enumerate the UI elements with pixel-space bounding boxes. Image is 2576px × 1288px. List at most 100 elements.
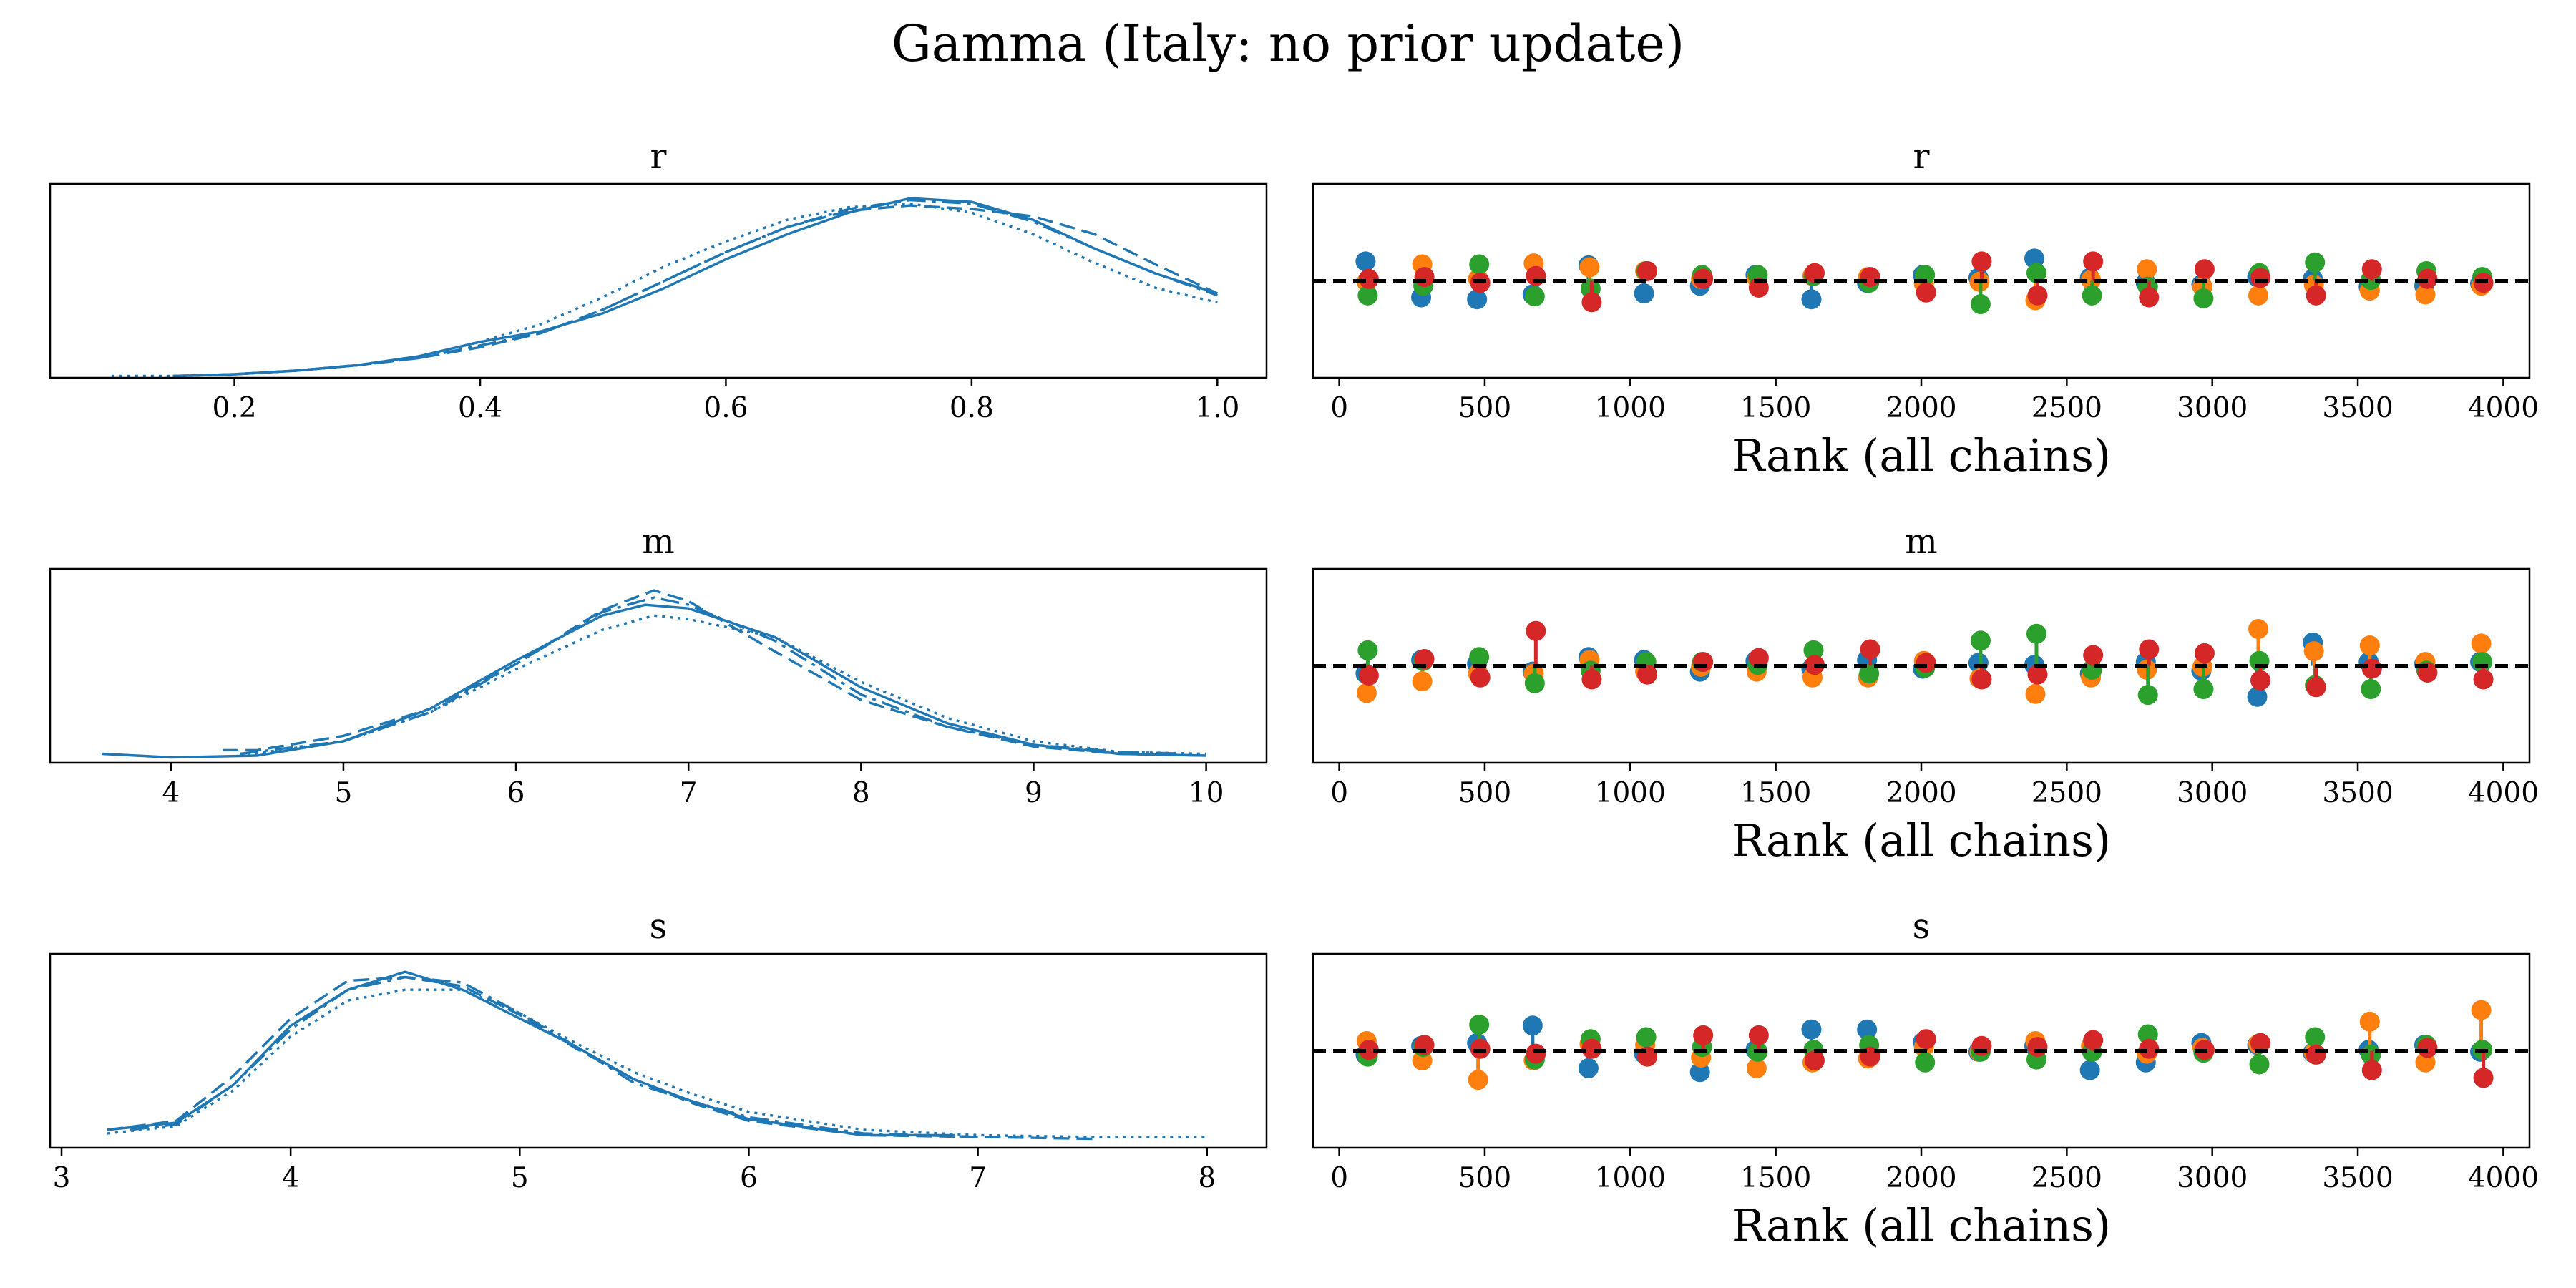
rank-m-xtick-label: 1500 [1740, 777, 1811, 809]
kde-s-panel: s 3 4 5 6 7 8 [49, 907, 1268, 1194]
rank-r-chain-4-point [1860, 267, 1880, 288]
rank-r-chain-4-point [2361, 259, 2382, 280]
rank-s-chain-4-point [1971, 1035, 1992, 1056]
rank-s-chain-4-point [1526, 1043, 1546, 1064]
rank-r-chain-4-point [2306, 285, 2326, 306]
kde-r-chain-2-line [172, 204, 1219, 378]
rank-m-chain-1-point [2247, 686, 2268, 707]
rank-s-chain-4-point [1470, 1038, 1491, 1059]
rank-m-chain-4-point [1637, 664, 1658, 685]
kde-r-xtick-label: 1.0 [1195, 392, 1239, 424]
rank-r-chain-3-point [2193, 288, 2214, 308]
rank-r-chain-4-point [2027, 285, 2048, 306]
figure-title: Gamma (Italy: no prior update) [892, 14, 1684, 73]
rank-r-chain-1-point [1467, 289, 1488, 310]
rank-r-chain-4-point [2250, 268, 2271, 288]
rank-m-xtick-label: 2500 [2031, 777, 2102, 809]
rank-m-xtick-label: 1000 [1595, 777, 1666, 809]
rank-r-chain-4-point [1637, 260, 1658, 281]
rank-s-chain-3-point [2249, 1054, 2270, 1075]
kde-r-title: r [650, 137, 667, 177]
rank-s-xlabel: Rank (all chains) [1732, 1199, 2111, 1252]
kde-m-xtick-label: 8 [852, 777, 870, 809]
kde-m-xtick-label: 4 [162, 777, 180, 809]
kde-m-title: m [642, 522, 675, 562]
rank-s-xtick-label: 1000 [1595, 1162, 1666, 1194]
kde-s-xtick-label: 7 [969, 1162, 987, 1194]
kde-m-xtick-label: 7 [680, 777, 698, 809]
rank-m-chain-2-point [2248, 619, 2269, 640]
rank-r-chain-1-point [1634, 283, 1654, 304]
rank-r-chain-4-point [1971, 251, 1992, 272]
rank-r-xtick-label: 2500 [2031, 392, 2102, 424]
kde-m-xtick-label: 5 [335, 777, 353, 809]
rank-s-xtick-label: 4000 [2468, 1162, 2539, 1194]
rank-r-chain-4-point [2473, 273, 2494, 293]
rank-s-chain-3-point [1636, 1027, 1657, 1048]
rank-r-chain-3-point [1469, 254, 1490, 275]
rank-s-xtick-label: 0 [1330, 1162, 1348, 1194]
rank-r-chain-4-point [1804, 263, 1825, 283]
rank-m-chain-4-point [1916, 653, 1936, 673]
rank-m-chain-4-point [1693, 652, 1714, 673]
rank-s-chain-1-point [1801, 1019, 1822, 1040]
rank-m-chain-3-point [1469, 647, 1490, 668]
panels: r0.2 0.4 0.6 0.8 1.0r0 500 1000 1500 2000 2500 300… [49, 137, 2539, 1252]
kde-r-chain-4-line [111, 202, 1218, 378]
rank-r-chain-4-point [2139, 287, 2160, 308]
rank-s-chain-4-point [2417, 1038, 2438, 1058]
rank-r-chain-3-point [2305, 252, 2326, 273]
rank-m-chain-3-point [1357, 640, 1378, 660]
rank-s-xtick-label: 1500 [1740, 1162, 1811, 1194]
rank-m-chain-4-point [1358, 665, 1379, 686]
rank-r-chain-4-point [1916, 282, 1936, 303]
rank-s-chain-4-point [2473, 1068, 2494, 1088]
rank-s-chain-4-point [2139, 1038, 2160, 1059]
kde-s-chain-1-line [107, 970, 955, 1137]
rank-m-chain-2-point [2025, 683, 2046, 704]
kde-s-title: s [650, 907, 668, 947]
rank-r-chain-4-point [1693, 268, 1714, 289]
kde-s-chain-3-line [130, 975, 978, 1138]
rank-r-title: r [1913, 137, 1930, 177]
rank-s-chain-4-point [1693, 1025, 1714, 1045]
kde-r-frame [49, 182, 1268, 379]
rank-s-chain-4-point [2083, 1030, 2104, 1050]
kde-s-frame [49, 952, 1268, 1149]
kde-m-xtick-label: 10 [1189, 777, 1224, 809]
rank-s-chain-1-point [1522, 1015, 1543, 1036]
rank-r-chain-4-point [2194, 259, 2215, 280]
rank-m-xtick-label: 2000 [1885, 777, 1956, 809]
rank-m-chain-4-point [2194, 643, 2215, 663]
rank-s-xtick-label: 2500 [2031, 1162, 2102, 1194]
rank-m-chain-4 [1358, 620, 2494, 698]
rank-m-chain-2-point [1356, 683, 1377, 703]
rank-m-chain-4-point [2083, 645, 2104, 665]
rank-m-title: m [1905, 522, 1938, 562]
rank-m-chain-3-point [2193, 679, 2214, 700]
rank-r-chain-3-point [1357, 285, 1378, 306]
rank-s-chain-3-point [1469, 1014, 1490, 1035]
rank-s-chain-4-point [1581, 1038, 1602, 1059]
kde-m-panel: m 4 5 6 7 8 9 10 [49, 522, 1268, 809]
kde-m-xtick-label: 9 [1025, 777, 1043, 809]
rank-r-chain-2-point [2248, 285, 2269, 306]
rank-r-panel: r 0 500 1000 1500 2000 2500 3000 3500 4000 Rank (a… [1312, 137, 2539, 482]
rank-s-chain-4-point [2250, 1033, 2271, 1053]
rank-s-chain-4-point [1358, 1040, 1379, 1060]
rank-m-chain-4-point [2361, 658, 2382, 679]
rank-m-chain-4-point [1860, 639, 1880, 660]
rank-s-xtick-label: 500 [1458, 1162, 1511, 1194]
rank-r-chain-4-point [2417, 268, 2438, 289]
rank-m-xtick-label: 500 [1458, 777, 1511, 809]
rank-r-chain-1-point [1355, 251, 1376, 272]
rank-r-xtick-label: 3500 [2322, 392, 2393, 424]
rank-s-chain-1-point [1857, 1019, 1878, 1040]
rank-m-chain-4-point [1526, 620, 1546, 641]
kde-s-xtick-label: 6 [740, 1162, 758, 1194]
rank-s-chain-2-point [1746, 1058, 1767, 1078]
rank-r-xlabel: Rank (all chains) [1732, 429, 2111, 482]
kde-r-xtick-label: 0.6 [703, 392, 748, 424]
rank-m-chain-2-point [1412, 671, 1433, 692]
rank-m-chain-3-point [2361, 679, 2381, 700]
